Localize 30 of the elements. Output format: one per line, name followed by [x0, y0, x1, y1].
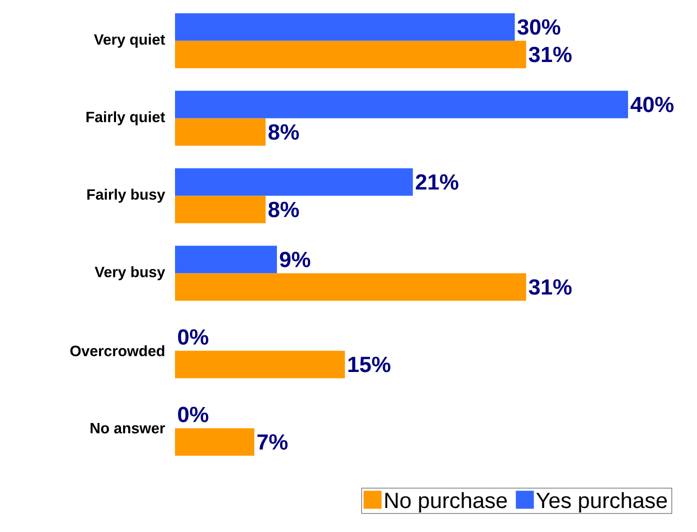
data-label: 7%	[257, 434, 288, 450]
data-label: 40%	[630, 96, 674, 112]
bar	[175, 273, 526, 301]
data-label: 30%	[517, 19, 560, 35]
data-label: 31%	[528, 46, 572, 62]
data-label: 21%	[416, 174, 458, 190]
bar	[175, 168, 413, 196]
bar	[175, 90, 628, 118]
bar	[175, 196, 266, 224]
bar	[175, 13, 515, 41]
data-label: 0%	[178, 406, 208, 422]
legend-label: Yes purchase	[536, 492, 667, 513]
data-label: 15%	[348, 356, 390, 372]
bar	[175, 40, 526, 68]
y-tick-label: No answer	[90, 423, 165, 434]
bar	[175, 350, 345, 378]
bar	[175, 428, 254, 456]
data-label: 31%	[528, 279, 572, 295]
y-tick-label: Overcrowded	[70, 345, 164, 356]
legend-label: No purchase	[385, 492, 507, 513]
data-label: 0%	[178, 329, 208, 345]
data-label: 8%	[268, 124, 299, 140]
data-label: 8%	[268, 202, 299, 218]
data-label: 9%	[280, 252, 310, 268]
y-tick-label: Fairly busy	[87, 188, 166, 203]
bar	[175, 246, 277, 274]
y-tick-label: Very quiet	[94, 34, 166, 48]
y-tick-label: Very busy	[94, 266, 166, 280]
y-tick-label: Fairly quiet	[86, 111, 166, 126]
bar	[175, 118, 266, 146]
